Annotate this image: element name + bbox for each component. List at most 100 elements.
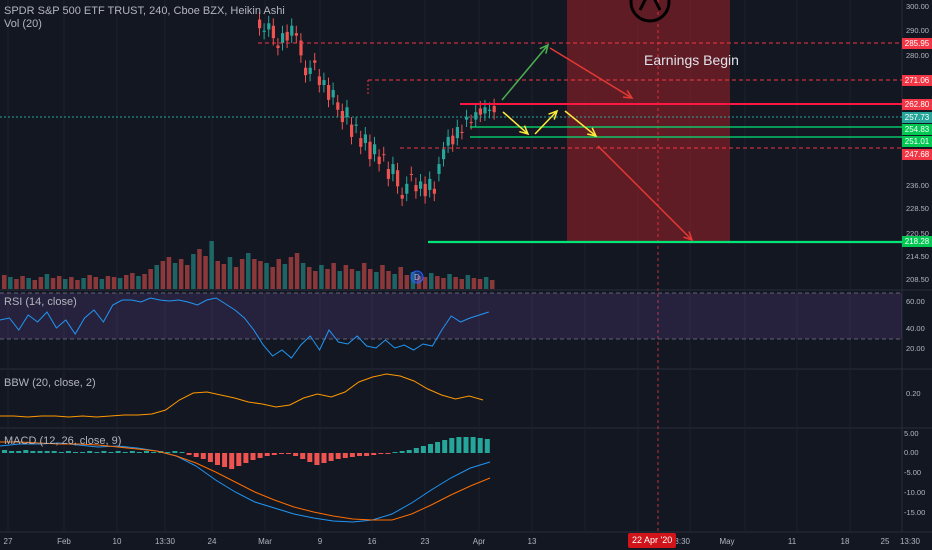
candle-body — [382, 154, 386, 156]
volume-bar — [63, 279, 68, 289]
price-tag-285: 285.95 — [902, 38, 932, 49]
candle-body — [317, 76, 321, 86]
volume-bar — [483, 277, 489, 289]
macd-histogram-bar — [144, 451, 149, 453]
volume-bar — [410, 272, 416, 289]
logo-mark — [629, 0, 671, 23]
macd-histogram-bar — [278, 453, 284, 454]
macd-histogram-bar — [179, 452, 185, 453]
candle-body — [262, 30, 266, 32]
candle-body — [469, 122, 473, 124]
volume-bar — [20, 276, 25, 289]
macd-axis-tick: 5.00 — [904, 429, 919, 438]
candle-body — [345, 107, 349, 118]
macd-histogram-bar — [222, 453, 228, 467]
candle-body — [432, 188, 436, 194]
candle-body — [327, 85, 331, 100]
signal-line — [0, 441, 491, 521]
rsi-axis-tick: 60.00 — [906, 297, 925, 306]
volume-bar — [148, 269, 153, 289]
volume-bar — [276, 259, 281, 289]
bbw-legend[interactable]: BBW (20, close, 2) — [4, 377, 96, 389]
price-tag-247: 247.68 — [902, 149, 932, 160]
macd-histogram-bar — [115, 451, 121, 453]
macd-histogram-bar — [264, 453, 270, 456]
price-axis-tick: 236.00 — [906, 181, 929, 190]
candle-body — [483, 107, 487, 114]
macd-histogram-bar — [151, 452, 157, 453]
volume-bar — [185, 265, 190, 289]
volume-bar — [14, 279, 19, 289]
candle-body — [368, 141, 372, 160]
macd-histogram-bar — [186, 453, 192, 455]
volume-bar — [197, 249, 202, 289]
crosshair-date-badge: 22 Apr '20 — [628, 533, 677, 548]
volume-bar — [160, 261, 166, 289]
macd-histogram-bar — [435, 442, 441, 453]
volume-bar — [453, 277, 458, 289]
volume-bar — [172, 263, 178, 289]
macd-histogram-bar — [442, 440, 448, 453]
x-axis-label: May — [719, 537, 734, 546]
macd-histogram-bar — [207, 453, 213, 462]
candle-body — [405, 183, 409, 194]
volume-bar — [124, 275, 129, 289]
macd-histogram-bar — [136, 452, 142, 453]
volume-bar — [32, 280, 37, 289]
macd-histogram-bar — [314, 453, 320, 465]
macd-histogram-bar — [321, 453, 327, 463]
candle-body — [294, 33, 298, 36]
candle-body — [492, 106, 496, 113]
candle-body — [290, 25, 294, 36]
macd-histogram-bar — [87, 451, 93, 453]
macd-histogram-bar — [286, 453, 291, 454]
macd-histogram-bar — [484, 439, 490, 453]
macd-histogram-bar — [172, 451, 178, 453]
rsi-line — [0, 297, 489, 359]
volume-bar — [233, 267, 239, 289]
macd-line — [0, 442, 491, 523]
candle-body — [354, 124, 358, 126]
macd-histogram-bar — [16, 451, 22, 453]
candle-body — [423, 183, 427, 197]
symbol-legend[interactable]: SPDR S&P 500 ETF TRUST, 240, Cboe BZX, H… — [4, 5, 285, 17]
candle-body — [285, 31, 289, 41]
rsi-axis-tick: 20.00 — [906, 344, 925, 353]
macd-histogram-bar — [456, 437, 462, 453]
price-axis-tick: 228.50 — [906, 204, 929, 213]
volume-bar — [465, 275, 471, 289]
macd-histogram-bar — [236, 453, 242, 466]
macd-histogram-bar — [307, 453, 313, 462]
macd-histogram-bar — [165, 452, 171, 453]
volume-bar — [264, 263, 269, 289]
macd-histogram-bar — [342, 453, 348, 458]
macd-legend[interactable]: MACD (12, 26, close, 9) — [4, 435, 122, 447]
candle-body — [386, 169, 390, 179]
macd-histogram-bar — [51, 451, 57, 453]
macd-histogram-bar — [30, 451, 36, 453]
macd-axis-tick: 0.00 — [904, 448, 919, 457]
price-tag-last: 257.73 — [902, 112, 932, 123]
macd-histogram-bar — [44, 451, 50, 453]
candle-body — [474, 112, 478, 120]
volume-bar — [142, 274, 147, 289]
volume-bar — [422, 277, 428, 289]
candle-body — [442, 149, 446, 160]
volume-bar — [105, 276, 111, 289]
x-axis-label: Apr — [473, 537, 486, 546]
candle-body — [446, 136, 450, 146]
macd-histogram-bar — [349, 453, 355, 457]
rsi-legend[interactable]: RSI (14, close) — [4, 296, 77, 308]
volume-bar — [227, 257, 233, 289]
candle-body — [488, 109, 492, 111]
earnings-annotation[interactable]: Earnings Begin — [644, 52, 739, 68]
volume-legend[interactable]: Vol (20) — [4, 18, 42, 30]
volume-bar — [38, 277, 44, 289]
macd-histogram-bar — [449, 438, 455, 453]
macd-histogram-bar — [122, 452, 128, 453]
candle-body — [308, 67, 312, 74]
macd-histogram-bar — [399, 451, 405, 453]
volume-bar — [380, 265, 385, 289]
